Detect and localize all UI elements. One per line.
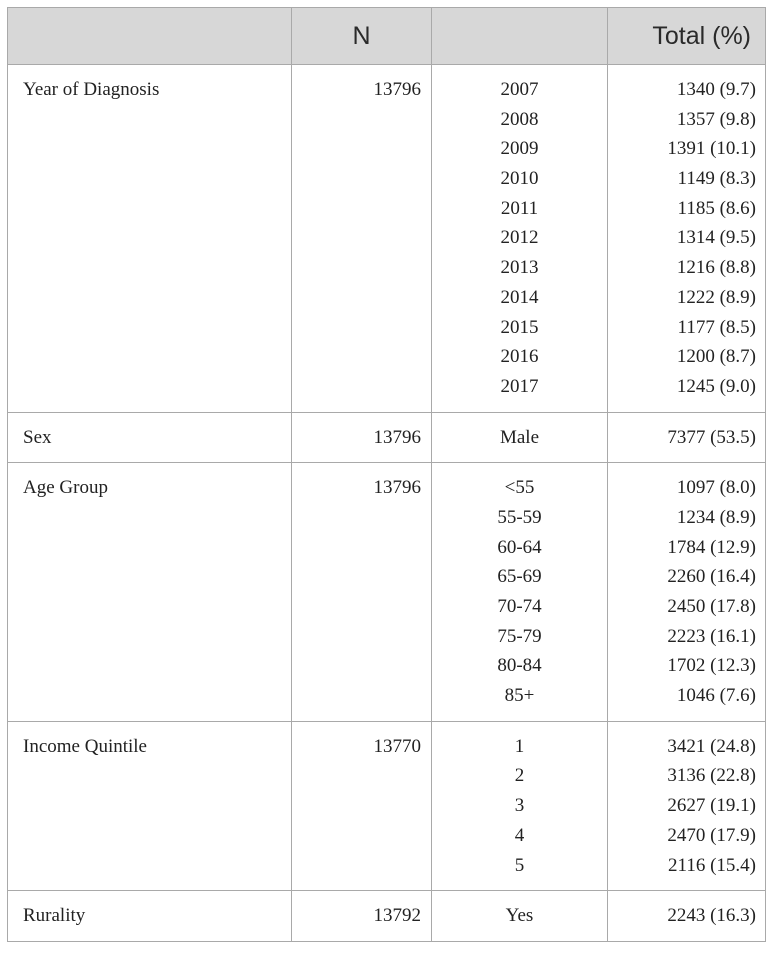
category-cell: Male bbox=[431, 411, 608, 464]
total-value: 1046 (7.6) bbox=[676, 685, 756, 707]
category-value: 55-59 bbox=[497, 506, 542, 528]
category-cell: 2007 2008 2009 2010 2011 2012 2013 2014 2015 2016… bbox=[431, 64, 608, 413]
category-value: 2012 bbox=[500, 227, 539, 249]
n-cell: 13796 bbox=[291, 64, 432, 413]
total-value: 1185 (8.6) bbox=[677, 197, 756, 219]
category-value: 5 bbox=[514, 854, 525, 876]
total-value: 1234 (8.9) bbox=[676, 506, 756, 528]
total-value: 3421 (24.8) bbox=[667, 735, 756, 757]
category-value: 1 bbox=[514, 735, 525, 757]
total-value: 3136 (22.8) bbox=[667, 765, 756, 787]
category-value: 2017 bbox=[500, 375, 539, 397]
category-value: 80-84 bbox=[497, 655, 542, 677]
variable-cell: Age Group bbox=[7, 462, 292, 722]
table-row: Income Quintile 13770 1 2 3 4 5 3421 (24.8) 3136… bbox=[7, 720, 766, 892]
total-value: 1357 (9.8) bbox=[676, 108, 756, 130]
n-cell: 13770 bbox=[291, 720, 432, 892]
total-value: 1391 (10.1) bbox=[667, 138, 756, 160]
category-value: 75-79 bbox=[497, 625, 542, 647]
category-value: 2011 bbox=[500, 197, 539, 219]
table-row: Sex 13796 Male 7377 (53.5) bbox=[7, 411, 766, 464]
variable-cell: Sex bbox=[7, 411, 292, 464]
data-table-container: N Total (%) Year of Diagnosis 13796 2007 20… bbox=[7, 7, 766, 942]
category-value: 2014 bbox=[500, 286, 539, 308]
total-value: 1245 (9.0) bbox=[676, 375, 756, 397]
category-value: 3 bbox=[514, 795, 525, 817]
category-value: Yes bbox=[505, 905, 534, 927]
category-cell: Yes bbox=[431, 890, 608, 942]
variable-cell: Income Quintile bbox=[7, 720, 292, 892]
total-value: 1314 (9.5) bbox=[676, 227, 756, 249]
category-value: 4 bbox=[514, 824, 525, 846]
total-value: 1216 (8.8) bbox=[676, 257, 756, 279]
category-value: 65-69 bbox=[497, 566, 542, 588]
category-value: 2013 bbox=[500, 257, 539, 279]
total-value: 2243 (16.3) bbox=[667, 905, 756, 927]
total-value: 1222 (8.9) bbox=[676, 286, 756, 308]
total-value: 2627 (19.1) bbox=[667, 795, 756, 817]
category-value: 2015 bbox=[500, 316, 539, 338]
category-value: 2010 bbox=[500, 168, 539, 190]
total-value: 2470 (17.9) bbox=[667, 824, 756, 846]
total-value: 1177 (8.5) bbox=[677, 316, 756, 338]
header-category bbox=[431, 7, 608, 65]
total-value: 7377 (53.5) bbox=[667, 426, 756, 448]
total-value: 1097 (8.0) bbox=[676, 477, 756, 499]
header-n: N bbox=[291, 7, 432, 65]
category-cell: 1 2 3 4 5 bbox=[431, 720, 608, 892]
total-percent-cell: 1097 (8.0) 1234 (8.9) 1784 (12.9) 2260 (16.… bbox=[607, 462, 766, 722]
total-value: 2223 (16.1) bbox=[667, 625, 756, 647]
table-row: Rurality 13792 Yes 2243 (16.3) bbox=[7, 890, 766, 942]
n-cell: 13792 bbox=[291, 890, 432, 942]
total-percent-cell: 1340 (9.7) 1357 (9.8) 1391 (10.1) 1149 (8.3… bbox=[607, 64, 766, 413]
category-value: 2009 bbox=[500, 138, 539, 160]
total-percent-cell: 7377 (53.5) bbox=[607, 411, 766, 464]
category-value: <55 bbox=[504, 477, 535, 499]
total-value: 2116 (15.4) bbox=[668, 854, 756, 876]
total-percent-cell: 2243 (16.3) bbox=[607, 890, 766, 942]
category-value: 60-64 bbox=[497, 536, 542, 558]
total-percent-cell: 3421 (24.8) 3136 (22.8) 2627 (19.1) 2470 (1… bbox=[607, 720, 766, 892]
table-row: Year of Diagnosis 13796 2007 2008 2009 2010 20… bbox=[7, 64, 766, 413]
header-row: N Total (%) bbox=[7, 7, 766, 65]
category-value: 2007 bbox=[500, 79, 539, 100]
n-cell: 13796 bbox=[291, 411, 432, 464]
table-body: Year of Diagnosis 13796 2007 2008 2009 2010 20… bbox=[7, 64, 766, 942]
category-cell: <55 55-59 60-64 65-69 70-74 75-79 80-84 85+ bbox=[431, 462, 608, 722]
total-value: 2450 (17.8) bbox=[667, 596, 756, 618]
total-value: 2260 (16.4) bbox=[667, 566, 756, 588]
header-total-percent: Total (%) bbox=[607, 7, 766, 65]
total-value: 1200 (8.7) bbox=[676, 346, 756, 368]
category-value: 70-74 bbox=[497, 596, 542, 618]
total-value: 1702 (12.3) bbox=[667, 655, 756, 677]
category-value: 2 bbox=[514, 765, 525, 787]
category-value: 2008 bbox=[500, 108, 539, 130]
total-value: 1340 (9.7) bbox=[676, 79, 756, 100]
cohort-characteristics-table: N Total (%) Year of Diagnosis 13796 2007 20… bbox=[7, 7, 766, 942]
category-value: 2016 bbox=[500, 346, 539, 368]
table-header: N Total (%) bbox=[7, 7, 766, 65]
header-variable bbox=[7, 7, 292, 65]
table-row: Age Group 13796 <55 55-59 60-64 65-69 70-74 75-… bbox=[7, 462, 766, 722]
n-cell: 13796 bbox=[291, 462, 432, 722]
category-value: 85+ bbox=[504, 685, 535, 707]
category-value: Male bbox=[499, 426, 540, 448]
variable-cell: Rurality bbox=[7, 890, 292, 942]
variable-cell: Year of Diagnosis bbox=[7, 64, 292, 413]
total-value: 1149 (8.3) bbox=[677, 168, 756, 190]
total-value: 1784 (12.9) bbox=[667, 536, 756, 558]
